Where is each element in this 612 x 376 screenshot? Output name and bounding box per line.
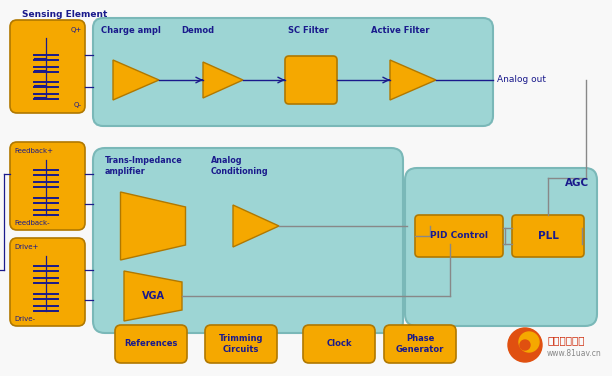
Text: Analog out: Analog out — [497, 76, 546, 85]
Text: References: References — [124, 340, 177, 349]
FancyBboxPatch shape — [93, 148, 403, 333]
Polygon shape — [124, 271, 182, 321]
Text: AGC: AGC — [565, 178, 589, 188]
Polygon shape — [113, 60, 159, 100]
FancyBboxPatch shape — [10, 142, 85, 230]
Polygon shape — [233, 205, 279, 247]
Circle shape — [508, 328, 542, 362]
FancyBboxPatch shape — [405, 168, 597, 326]
FancyBboxPatch shape — [115, 325, 187, 363]
FancyBboxPatch shape — [512, 215, 584, 257]
Text: Q-: Q- — [74, 102, 82, 108]
Text: VGA: VGA — [141, 291, 165, 301]
Text: 全球无人机网: 全球无人机网 — [547, 335, 584, 345]
Circle shape — [519, 332, 539, 352]
Text: Charge ampl: Charge ampl — [101, 26, 161, 35]
Text: Drive+: Drive+ — [14, 244, 39, 250]
FancyBboxPatch shape — [10, 238, 85, 326]
FancyBboxPatch shape — [205, 325, 277, 363]
Text: Active Filter: Active Filter — [371, 26, 430, 35]
Circle shape — [520, 340, 530, 350]
Text: Feedback+: Feedback+ — [14, 148, 53, 154]
Polygon shape — [121, 192, 185, 260]
FancyBboxPatch shape — [93, 18, 493, 126]
Text: www.81uav.cn: www.81uav.cn — [547, 350, 602, 358]
Text: PLL: PLL — [537, 231, 558, 241]
FancyBboxPatch shape — [303, 325, 375, 363]
Text: SC Filter: SC Filter — [288, 26, 329, 35]
FancyBboxPatch shape — [285, 56, 337, 104]
Text: PID Control: PID Control — [430, 232, 488, 241]
Text: Sensing Element: Sensing Element — [22, 10, 107, 19]
Text: Feedback-: Feedback- — [14, 220, 50, 226]
Text: Clock: Clock — [326, 340, 352, 349]
Text: Analog
Conditioning: Analog Conditioning — [211, 156, 269, 176]
Text: Drive-: Drive- — [14, 316, 35, 322]
FancyBboxPatch shape — [415, 215, 503, 257]
FancyBboxPatch shape — [384, 325, 456, 363]
Text: Trans-Impedance
amplifier: Trans-Impedance amplifier — [105, 156, 183, 176]
Text: Phase
Generator: Phase Generator — [396, 334, 444, 354]
Polygon shape — [390, 60, 436, 100]
Text: Demod: Demod — [181, 26, 214, 35]
FancyBboxPatch shape — [10, 20, 85, 113]
Text: Q+: Q+ — [71, 27, 82, 33]
Text: Trimming
Circuits: Trimming Circuits — [218, 334, 263, 354]
Polygon shape — [203, 62, 243, 98]
